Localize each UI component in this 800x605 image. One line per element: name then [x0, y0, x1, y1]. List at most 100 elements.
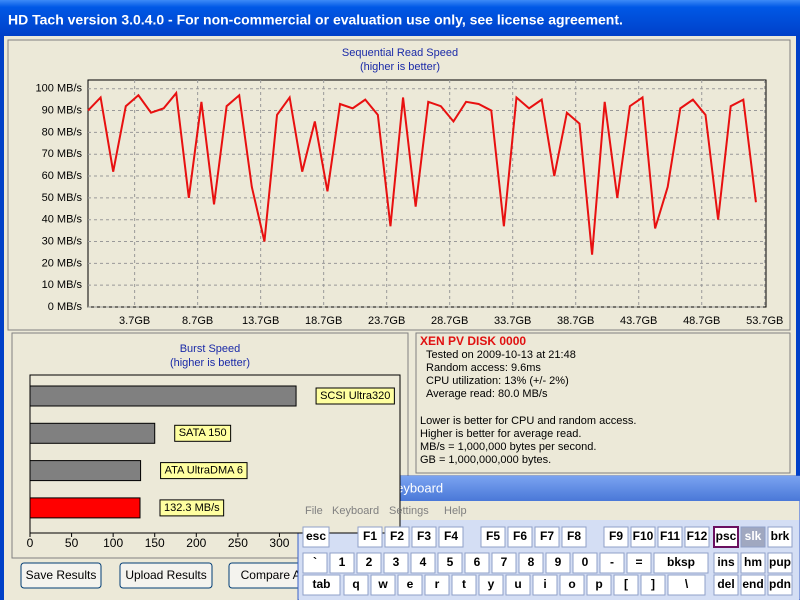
- key[interactable]: [572, 552, 598, 574]
- key[interactable]: [657, 526, 683, 548]
- key[interactable]: [329, 552, 355, 574]
- key-label: 1: [339, 555, 346, 569]
- key[interactable]: [561, 526, 587, 548]
- key[interactable]: [767, 526, 793, 548]
- key-label: u: [514, 577, 521, 591]
- key[interactable]: [411, 526, 437, 548]
- key-label: \: [685, 577, 689, 591]
- chart-title: Sequential Read Speed: [342, 47, 458, 59]
- bar-label-box: [159, 499, 225, 517]
- key-label: t: [462, 577, 466, 591]
- key[interactable]: [603, 526, 629, 548]
- x-tick-label: 150: [145, 536, 165, 550]
- key-label: F3: [417, 529, 431, 543]
- key-label: F10: [633, 529, 654, 543]
- info-line: Average read: 80.0 MB/s: [426, 388, 548, 400]
- key[interactable]: [464, 552, 490, 574]
- button[interactable]: [20, 562, 102, 589]
- key[interactable]: [713, 526, 739, 548]
- y-tick-label: 60 MB/s: [42, 170, 83, 182]
- key-label: del: [717, 577, 734, 591]
- key[interactable]: [424, 574, 450, 596]
- key[interactable]: [532, 574, 558, 596]
- key[interactable]: [534, 526, 560, 548]
- key-label: 7: [501, 555, 508, 569]
- key[interactable]: [507, 526, 533, 548]
- info-note: GB = 1,000,000,000 bytes.: [420, 454, 551, 466]
- key-label: F11: [660, 529, 680, 543]
- y-tick-label: 90 MB/s: [42, 104, 83, 116]
- key[interactable]: [626, 552, 652, 574]
- bar: [29, 497, 141, 519]
- key[interactable]: [684, 526, 710, 548]
- y-tick-label: 20 MB/s: [42, 257, 83, 269]
- key[interactable]: [667, 574, 706, 596]
- chart-subtitle: (higher is better): [170, 357, 250, 369]
- key[interactable]: [451, 574, 477, 596]
- key-label: r: [435, 577, 440, 591]
- button[interactable]: [119, 562, 213, 589]
- x-tick-label: 38.7GB: [557, 315, 594, 327]
- key-label: 9: [555, 555, 562, 569]
- key[interactable]: [383, 552, 409, 574]
- key-label: F2: [390, 529, 404, 543]
- key[interactable]: [384, 526, 410, 548]
- key-label: 6: [474, 555, 481, 569]
- key[interactable]: [302, 526, 330, 548]
- key-label: slk: [745, 529, 762, 543]
- key[interactable]: [478, 574, 504, 596]
- key[interactable]: [713, 574, 739, 596]
- menu-item[interactable]: Settings: [389, 505, 429, 517]
- key-label: [: [624, 577, 628, 591]
- key[interactable]: [740, 526, 766, 548]
- key[interactable]: [518, 552, 544, 574]
- key[interactable]: [480, 526, 506, 548]
- x-tick-label: 200: [186, 536, 206, 550]
- key-label: q: [352, 577, 359, 591]
- info-note: MB/s = 1,000,000 bytes per second.: [420, 441, 596, 453]
- key-label: F8: [567, 529, 581, 543]
- key[interactable]: [613, 574, 639, 596]
- key-label: -: [610, 555, 614, 569]
- key-label: 8: [528, 555, 535, 569]
- key[interactable]: [505, 574, 531, 596]
- key[interactable]: [370, 574, 396, 596]
- key-label: pup: [769, 555, 791, 569]
- key[interactable]: [397, 574, 423, 596]
- key[interactable]: [343, 574, 369, 596]
- key[interactable]: [767, 552, 793, 574]
- key[interactable]: [357, 526, 383, 548]
- key[interactable]: [767, 574, 793, 596]
- key[interactable]: [356, 552, 382, 574]
- key[interactable]: [302, 552, 328, 574]
- menu-bar: [299, 501, 799, 520]
- key[interactable]: [437, 552, 463, 574]
- data-line: [87, 90, 757, 255]
- key-label: F9: [609, 529, 623, 543]
- menu-item[interactable]: Help: [444, 505, 467, 517]
- key-label: 0: [582, 555, 589, 569]
- menu-item[interactable]: File: [305, 505, 323, 517]
- key[interactable]: [586, 574, 612, 596]
- key[interactable]: [640, 574, 666, 596]
- key[interactable]: [713, 552, 739, 574]
- info-line: Random access: 9.6ms: [426, 362, 541, 374]
- key[interactable]: [302, 574, 341, 596]
- key-label: F4: [444, 529, 458, 543]
- bar-label: ATA UltraDMA 6: [165, 465, 243, 477]
- menu-item[interactable]: Keyboard: [332, 505, 379, 517]
- y-tick-label: 100 MB/s: [36, 83, 83, 95]
- key[interactable]: [410, 552, 436, 574]
- key[interactable]: [545, 552, 571, 574]
- key[interactable]: [740, 574, 766, 596]
- key[interactable]: [630, 526, 656, 548]
- key[interactable]: [559, 574, 585, 596]
- key[interactable]: [491, 552, 517, 574]
- key-label: ]: [651, 577, 655, 591]
- key[interactable]: [740, 552, 766, 574]
- key[interactable]: [438, 526, 464, 548]
- key[interactable]: [653, 552, 709, 574]
- key[interactable]: [599, 552, 625, 574]
